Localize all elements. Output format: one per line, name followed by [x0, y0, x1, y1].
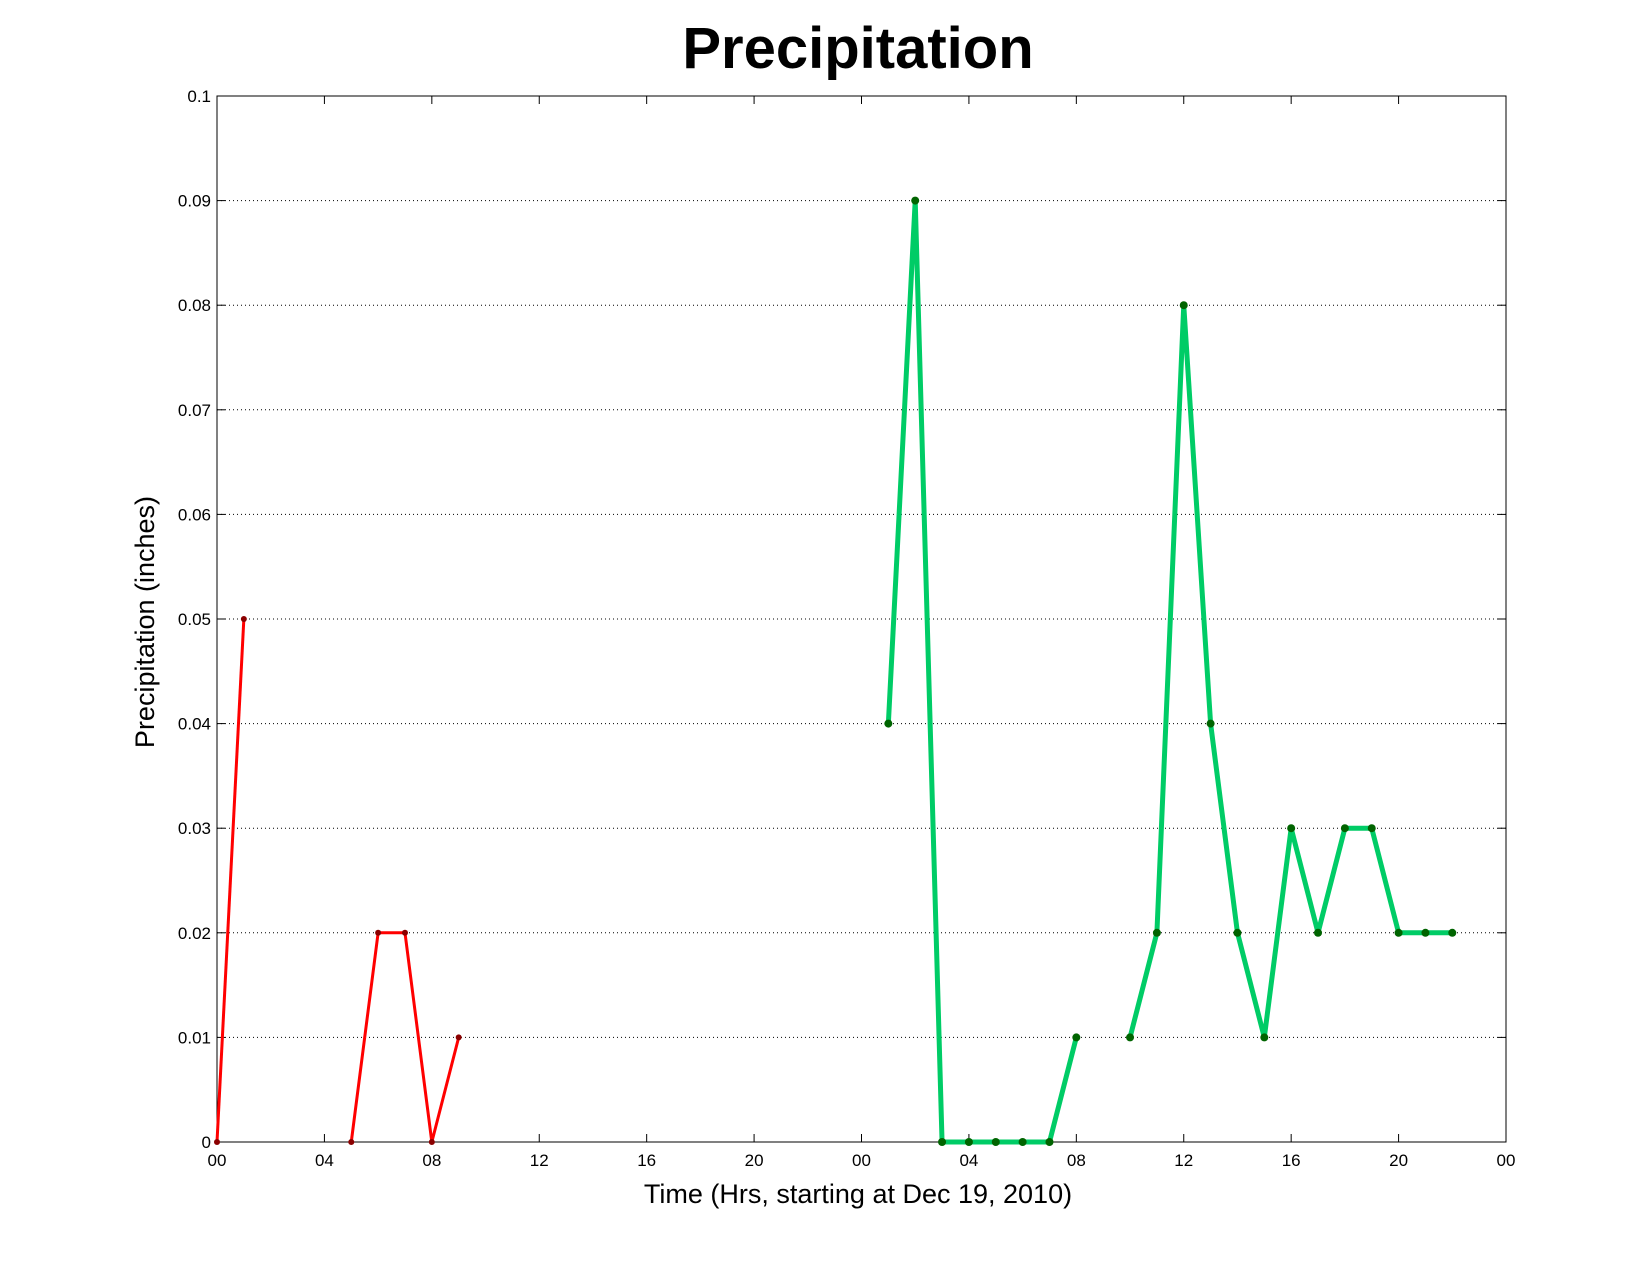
x-tick-label: 12 — [1174, 1151, 1193, 1170]
data-point — [1448, 928, 1457, 937]
data-point — [1394, 928, 1403, 937]
y-tick-label: 0.04 — [178, 715, 211, 734]
y-tick-label: 0.09 — [178, 192, 211, 211]
y-tick-label: 0.06 — [178, 505, 211, 524]
data-point — [1421, 928, 1430, 937]
y-axis-label: Precipitation (inches) — [130, 496, 160, 748]
y-tick-label: 0.07 — [178, 401, 211, 420]
series-line-segment — [885, 200, 1079, 1145]
data-point — [1045, 1138, 1054, 1146]
data-point — [964, 1138, 973, 1146]
data-point — [1367, 824, 1376, 833]
data-point — [991, 1138, 1000, 1146]
y-tick-label: 0 — [202, 1133, 211, 1152]
y-tick-label: 0.01 — [178, 1028, 211, 1047]
series-2 — [884, 196, 1457, 1146]
grid-lines — [217, 200, 1506, 1038]
series-line-segment — [215, 618, 246, 1143]
data-series — [214, 196, 1457, 1146]
data-point — [455, 1034, 462, 1041]
axis-ticks: 0 0.01 0.02 0.03 0.04 0.05 0.06 0.07 0.08 0.09 0.1… — [178, 87, 1516, 1170]
data-point — [1152, 928, 1161, 937]
series-1 — [214, 616, 462, 1145]
data-point — [1340, 824, 1349, 833]
x-tick-label: 04 — [315, 1151, 334, 1170]
x-tick-label: 16 — [637, 1151, 656, 1170]
data-point — [1018, 1138, 1027, 1146]
y-tick-label: 0.08 — [178, 296, 211, 315]
x-tick-label: 00 — [208, 1151, 227, 1170]
x-tick-label: 20 — [1389, 1151, 1408, 1170]
data-point — [1233, 928, 1242, 937]
data-point — [1206, 719, 1215, 728]
y-tick-label: 0.02 — [178, 924, 211, 943]
data-point — [240, 616, 247, 622]
data-point — [1287, 824, 1296, 833]
data-point — [938, 1138, 947, 1146]
data-point — [1072, 1033, 1081, 1042]
data-point — [1179, 301, 1188, 310]
data-point — [1314, 928, 1323, 937]
chart-title: Precipitation — [682, 16, 1033, 81]
x-tick-label: 00 — [1497, 1151, 1516, 1170]
y-tick-label: 0.05 — [178, 610, 211, 629]
data-point — [884, 719, 893, 728]
data-point — [428, 1139, 435, 1145]
data-point — [401, 929, 408, 936]
data-point — [1126, 1033, 1135, 1042]
data-point — [911, 196, 920, 205]
x-axis-label: Time (Hrs, starting at Dec 19, 2010) — [644, 1179, 1072, 1209]
data-point — [375, 929, 382, 936]
data-point — [348, 1139, 355, 1145]
y-tick-label: 0.1 — [187, 87, 211, 106]
x-tick-label: 04 — [959, 1151, 978, 1170]
y-tick-label: 0.03 — [178, 819, 211, 838]
data-point — [1260, 1033, 1269, 1042]
x-tick-label: 16 — [1282, 1151, 1301, 1170]
x-tick-label: 20 — [745, 1151, 764, 1170]
x-tick-label: 08 — [1067, 1151, 1086, 1170]
x-tick-label: 00 — [852, 1151, 871, 1170]
x-tick-label: 12 — [530, 1151, 549, 1170]
x-tick-label: 08 — [422, 1151, 441, 1170]
data-point — [214, 1139, 220, 1145]
